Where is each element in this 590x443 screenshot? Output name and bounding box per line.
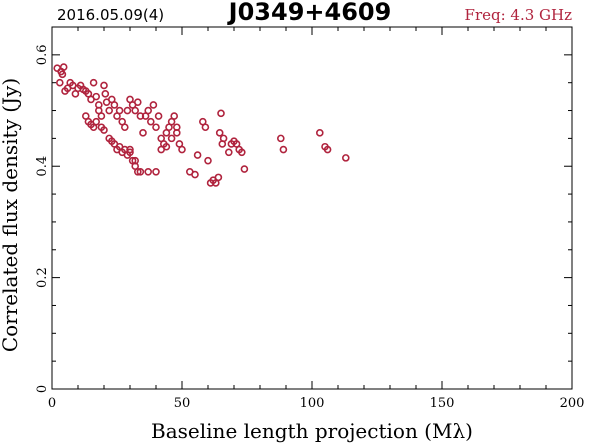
observation-date: 2016.05.09(4) <box>57 6 164 24</box>
data-point <box>92 117 100 126</box>
data-point <box>279 145 288 154</box>
data-point <box>144 168 152 176</box>
data-point <box>214 173 223 182</box>
data-point <box>323 145 332 154</box>
data-point <box>204 156 212 165</box>
plot-frame <box>51 26 573 390</box>
data-point <box>55 78 64 87</box>
data-point <box>154 112 163 120</box>
frequency-label: Freq: 4.3 GHz <box>465 6 573 24</box>
data-point <box>341 154 350 162</box>
y-tick-label: 0.6 <box>35 45 50 66</box>
y-axis-label: Correlated flux density (Jy) <box>0 78 22 352</box>
axis-ticks <box>51 26 573 390</box>
x-axis-label: Baseline length projection (Mλ) <box>151 419 473 443</box>
x-tick-label: 200 <box>560 396 585 411</box>
data-point <box>92 92 100 101</box>
y-tick-label: 0 <box>35 385 50 393</box>
data-point <box>162 142 171 151</box>
data-point <box>191 170 199 179</box>
tick-labels: 0 50 100 150 200 0 0.2 0.4 0.6 <box>35 45 584 411</box>
data-point <box>126 148 134 157</box>
x-tick-label: 0 <box>48 396 56 411</box>
data-point <box>225 148 233 157</box>
data-point <box>110 101 119 109</box>
data-point <box>201 123 210 132</box>
data-point <box>173 129 181 137</box>
data-point <box>240 165 249 173</box>
source-name: J0349+4609 <box>227 0 392 26</box>
data-point <box>101 90 110 98</box>
data-point <box>193 151 202 159</box>
x-tick-label: 50 <box>174 396 191 411</box>
data-point <box>136 168 145 176</box>
x-tick-label: 150 <box>430 396 455 411</box>
data-point <box>95 106 103 115</box>
data-point <box>59 63 68 71</box>
data-point <box>217 109 225 118</box>
data-point <box>100 126 108 134</box>
x-tick-label: 100 <box>300 396 325 411</box>
data-point <box>89 78 98 87</box>
data-point <box>219 134 228 143</box>
data-point <box>100 81 108 90</box>
data-point <box>121 123 129 132</box>
data-point <box>131 156 139 165</box>
data-point <box>126 145 134 154</box>
data-point <box>215 129 224 137</box>
data-point <box>315 129 324 137</box>
data-point <box>178 145 186 154</box>
data-point <box>167 134 176 143</box>
y-tick-label: 0.2 <box>35 267 50 288</box>
data-point <box>147 117 155 126</box>
y-tick-label: 0.4 <box>35 156 50 177</box>
data-point <box>170 112 178 120</box>
data-point <box>115 106 124 115</box>
data-point <box>123 106 132 115</box>
data-point <box>149 101 158 109</box>
data-point <box>139 129 147 137</box>
data-point <box>131 106 139 115</box>
data-point <box>134 98 142 106</box>
data-point <box>144 106 152 115</box>
data-point <box>58 70 67 79</box>
data-point <box>276 134 285 143</box>
data-point <box>105 106 113 115</box>
data-point <box>238 148 246 157</box>
data-point <box>152 123 160 132</box>
data-point <box>134 168 142 176</box>
data-point <box>152 168 160 176</box>
data-points <box>53 63 350 187</box>
